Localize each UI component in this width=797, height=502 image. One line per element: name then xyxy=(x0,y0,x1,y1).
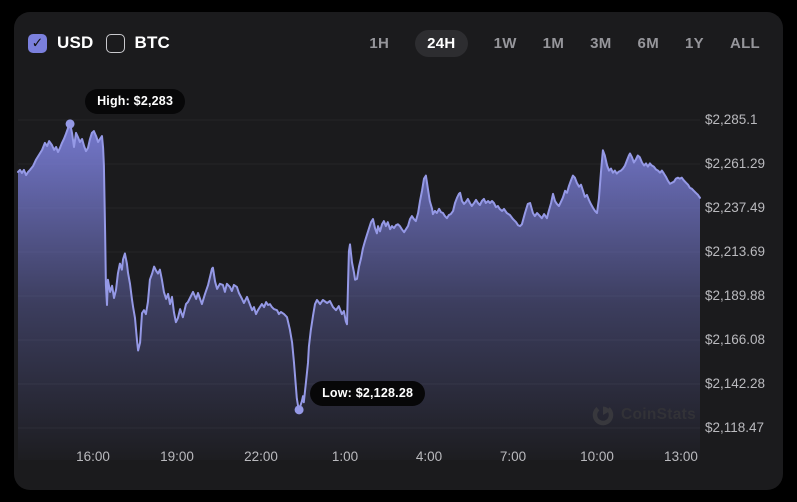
x-axis-label: 16:00 xyxy=(76,449,110,464)
checkmark-icon: ✓ xyxy=(31,34,44,51)
x-axis-label: 10:00 xyxy=(580,449,614,464)
timeframe-1w[interactable]: 1W xyxy=(494,30,517,57)
btc-checkbox[interactable]: BTC xyxy=(105,33,171,53)
y-axis-label: $2,237.49 xyxy=(705,200,766,215)
timeframe-1h[interactable]: 1H xyxy=(369,30,389,57)
currency-toggle-group: ✓ USD BTC xyxy=(28,33,170,53)
x-axis-label: 1:00 xyxy=(331,449,359,464)
coinstats-logo-icon xyxy=(592,404,614,426)
price-line xyxy=(17,122,701,411)
price-chart-card: ✓ USD BTC 1H 24H 1W 1M 3M 6M 1Y ALL xyxy=(14,12,783,490)
y-axis-label: $2,285.1 xyxy=(705,112,758,127)
y-axis-label: $2,261.29 xyxy=(705,156,766,171)
timeframe-1m[interactable]: 1M xyxy=(543,30,564,57)
btc-checkbox-box[interactable] xyxy=(105,33,125,53)
price-area-chart[interactable] xyxy=(17,115,701,461)
high-point-marker xyxy=(65,119,75,129)
usd-checkbox[interactable]: ✓ USD xyxy=(28,33,94,53)
x-axis-label: 22:00 xyxy=(244,449,278,464)
usd-checkbox-box[interactable]: ✓ xyxy=(28,33,47,53)
y-axis-label: $2,118.47 xyxy=(705,420,765,435)
y-axis-label: $2,213.69 xyxy=(705,244,766,259)
timeframe-3m[interactable]: 3M xyxy=(590,30,611,57)
price-chart[interactable]: High: $2,283 Low: $2,128.28 $2,285.1 $2,2… xyxy=(14,12,783,490)
x-axis-label: 7:00 xyxy=(499,449,527,464)
coinstats-watermark: CoinStats xyxy=(592,404,696,426)
timeframe-all[interactable]: ALL xyxy=(730,30,760,57)
x-axis-label: 13:00 xyxy=(664,449,698,464)
timeframe-6m[interactable]: 6M xyxy=(638,30,659,57)
price-area-fill xyxy=(18,123,700,461)
high-tooltip: High: $2,283 xyxy=(85,88,186,114)
watermark-text: CoinStats xyxy=(621,406,697,423)
timeframe-24h[interactable]: 24H xyxy=(415,29,468,57)
low-point-marker xyxy=(294,405,304,415)
y-axis-label: $2,189.88 xyxy=(705,288,766,303)
timeframe-selector: 1H 24H 1W 1M 3M 6M 1Y ALL xyxy=(369,29,760,57)
chart-controls-row: ✓ USD BTC 1H 24H 1W 1M 3M 6M 1Y ALL xyxy=(28,29,760,57)
timeframe-1y[interactable]: 1Y xyxy=(685,30,704,57)
usd-checkbox-label: USD xyxy=(57,33,94,52)
btc-checkbox-label: BTC xyxy=(134,33,171,52)
x-axis-label: 4:00 xyxy=(415,449,443,464)
x-axis-label: 19:00 xyxy=(160,449,194,464)
low-tooltip: Low: $2,128.28 xyxy=(310,380,426,406)
y-axis-label: $2,166.08 xyxy=(705,332,766,347)
y-axis-label: $2,142.28 xyxy=(705,376,766,391)
